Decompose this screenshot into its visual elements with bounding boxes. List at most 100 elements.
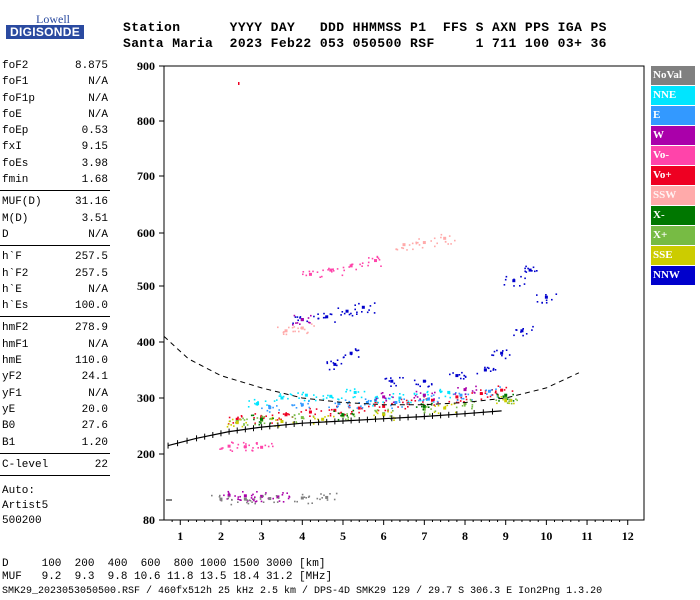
echo-dot [337,412,340,415]
echo-dot [505,386,508,389]
echo-dot [299,323,301,325]
echo-dot [279,418,281,421]
echo-dot [357,349,360,352]
echo-dot [505,349,508,351]
echo-dot [440,236,442,239]
echo-dot [433,399,435,402]
echo-dot [497,395,499,398]
lowell-logo: Lowell DIGISONDE [0,8,85,39]
echo-dot [317,313,319,315]
echo-dot [465,396,467,398]
echo-dot [313,315,315,318]
echo-dot [402,401,404,404]
echo-point [544,295,548,299]
echo-dot [376,395,378,398]
echo-dot [331,396,333,399]
echo-dot [308,406,311,409]
echo-dot [525,265,527,268]
echo-dot [430,404,433,406]
autoscaling-block: Auto: Artist5 500200 [0,484,110,529]
echo-dot [237,496,240,498]
echo-dot [271,422,273,424]
echo-dot [434,410,437,412]
echo-dot [292,324,294,326]
echo-dot [398,399,400,402]
echo-dot [432,401,435,403]
echo-point [268,497,272,501]
param-value: N/A [88,92,108,105]
param-value: N/A [88,108,108,121]
echo-dot [522,328,524,330]
legend-item-nnw: NNW [651,266,695,285]
x-tick-label: 9 [503,529,509,543]
echo-dot [402,247,405,250]
param-row: h`F 257.5 [0,249,110,265]
param-name: fxI [2,141,22,154]
echo-point [333,408,337,412]
echo-dot [525,333,528,335]
echo-dot [392,410,394,412]
echo-dot [290,394,293,396]
echo-dot [241,415,243,418]
echo-dot [475,389,478,391]
echo-dot [391,407,393,410]
param-separator [0,245,110,247]
echo-dot [272,406,274,409]
echo-dot [356,311,358,314]
echo-dot [324,316,327,319]
echo-dot [263,422,266,425]
echo-dot [254,502,256,505]
echo-dot [343,356,345,358]
echo-dot [349,389,352,392]
echo-dot [527,267,529,270]
echo-dot [399,397,401,400]
echo-dot [251,501,253,503]
echo-dot [300,411,303,413]
echo-dot [328,368,331,371]
echo-dot [402,394,405,396]
echo-dot [389,394,391,396]
echo-dot [416,393,418,396]
param-name: foF1p [2,92,36,105]
param-separator [0,190,110,192]
y-tick-label: 600 [137,226,155,240]
legend: NoVal NNE E W Vo- Vo+ SSW X- X+ SSE NNW [651,66,695,286]
echo-dot [231,441,233,444]
echo-dot [249,499,252,502]
plot-frame [163,65,645,521]
echo-dot [433,411,436,413]
echo-dot [314,417,316,420]
echo-dot [323,494,325,497]
echo-dot [492,354,495,357]
echo-dot [471,404,474,406]
param-row: foF1p N/A [0,91,110,107]
param-value: 3.51 [81,212,108,225]
echo-dot [460,396,462,399]
echo-point [300,326,304,330]
echo-dot [307,502,310,505]
echo-dot [341,412,343,415]
echo-dot [371,257,374,260]
echo-dot [389,415,392,417]
echo-dot [355,268,357,271]
echo-dot [333,415,335,418]
echo-dot [415,241,417,244]
echo-point [284,413,288,417]
echo-dot [427,393,429,396]
echo-dot [403,398,405,400]
echo-dot [395,248,397,251]
echo-dot [413,392,416,395]
echo-dot [272,417,274,420]
echo-dot [256,491,258,493]
param-row: fxI 9.15 [0,139,110,155]
echo-dot [337,418,340,421]
echo-dot [300,327,302,329]
echo-dot [493,350,496,353]
echo-dot [309,411,311,413]
echo-dot [269,422,272,424]
param-name: h`E [2,283,22,296]
echo-dot [361,262,364,264]
echo-dot [259,496,262,499]
echo-dot [352,409,355,412]
echo-dot [376,401,378,404]
